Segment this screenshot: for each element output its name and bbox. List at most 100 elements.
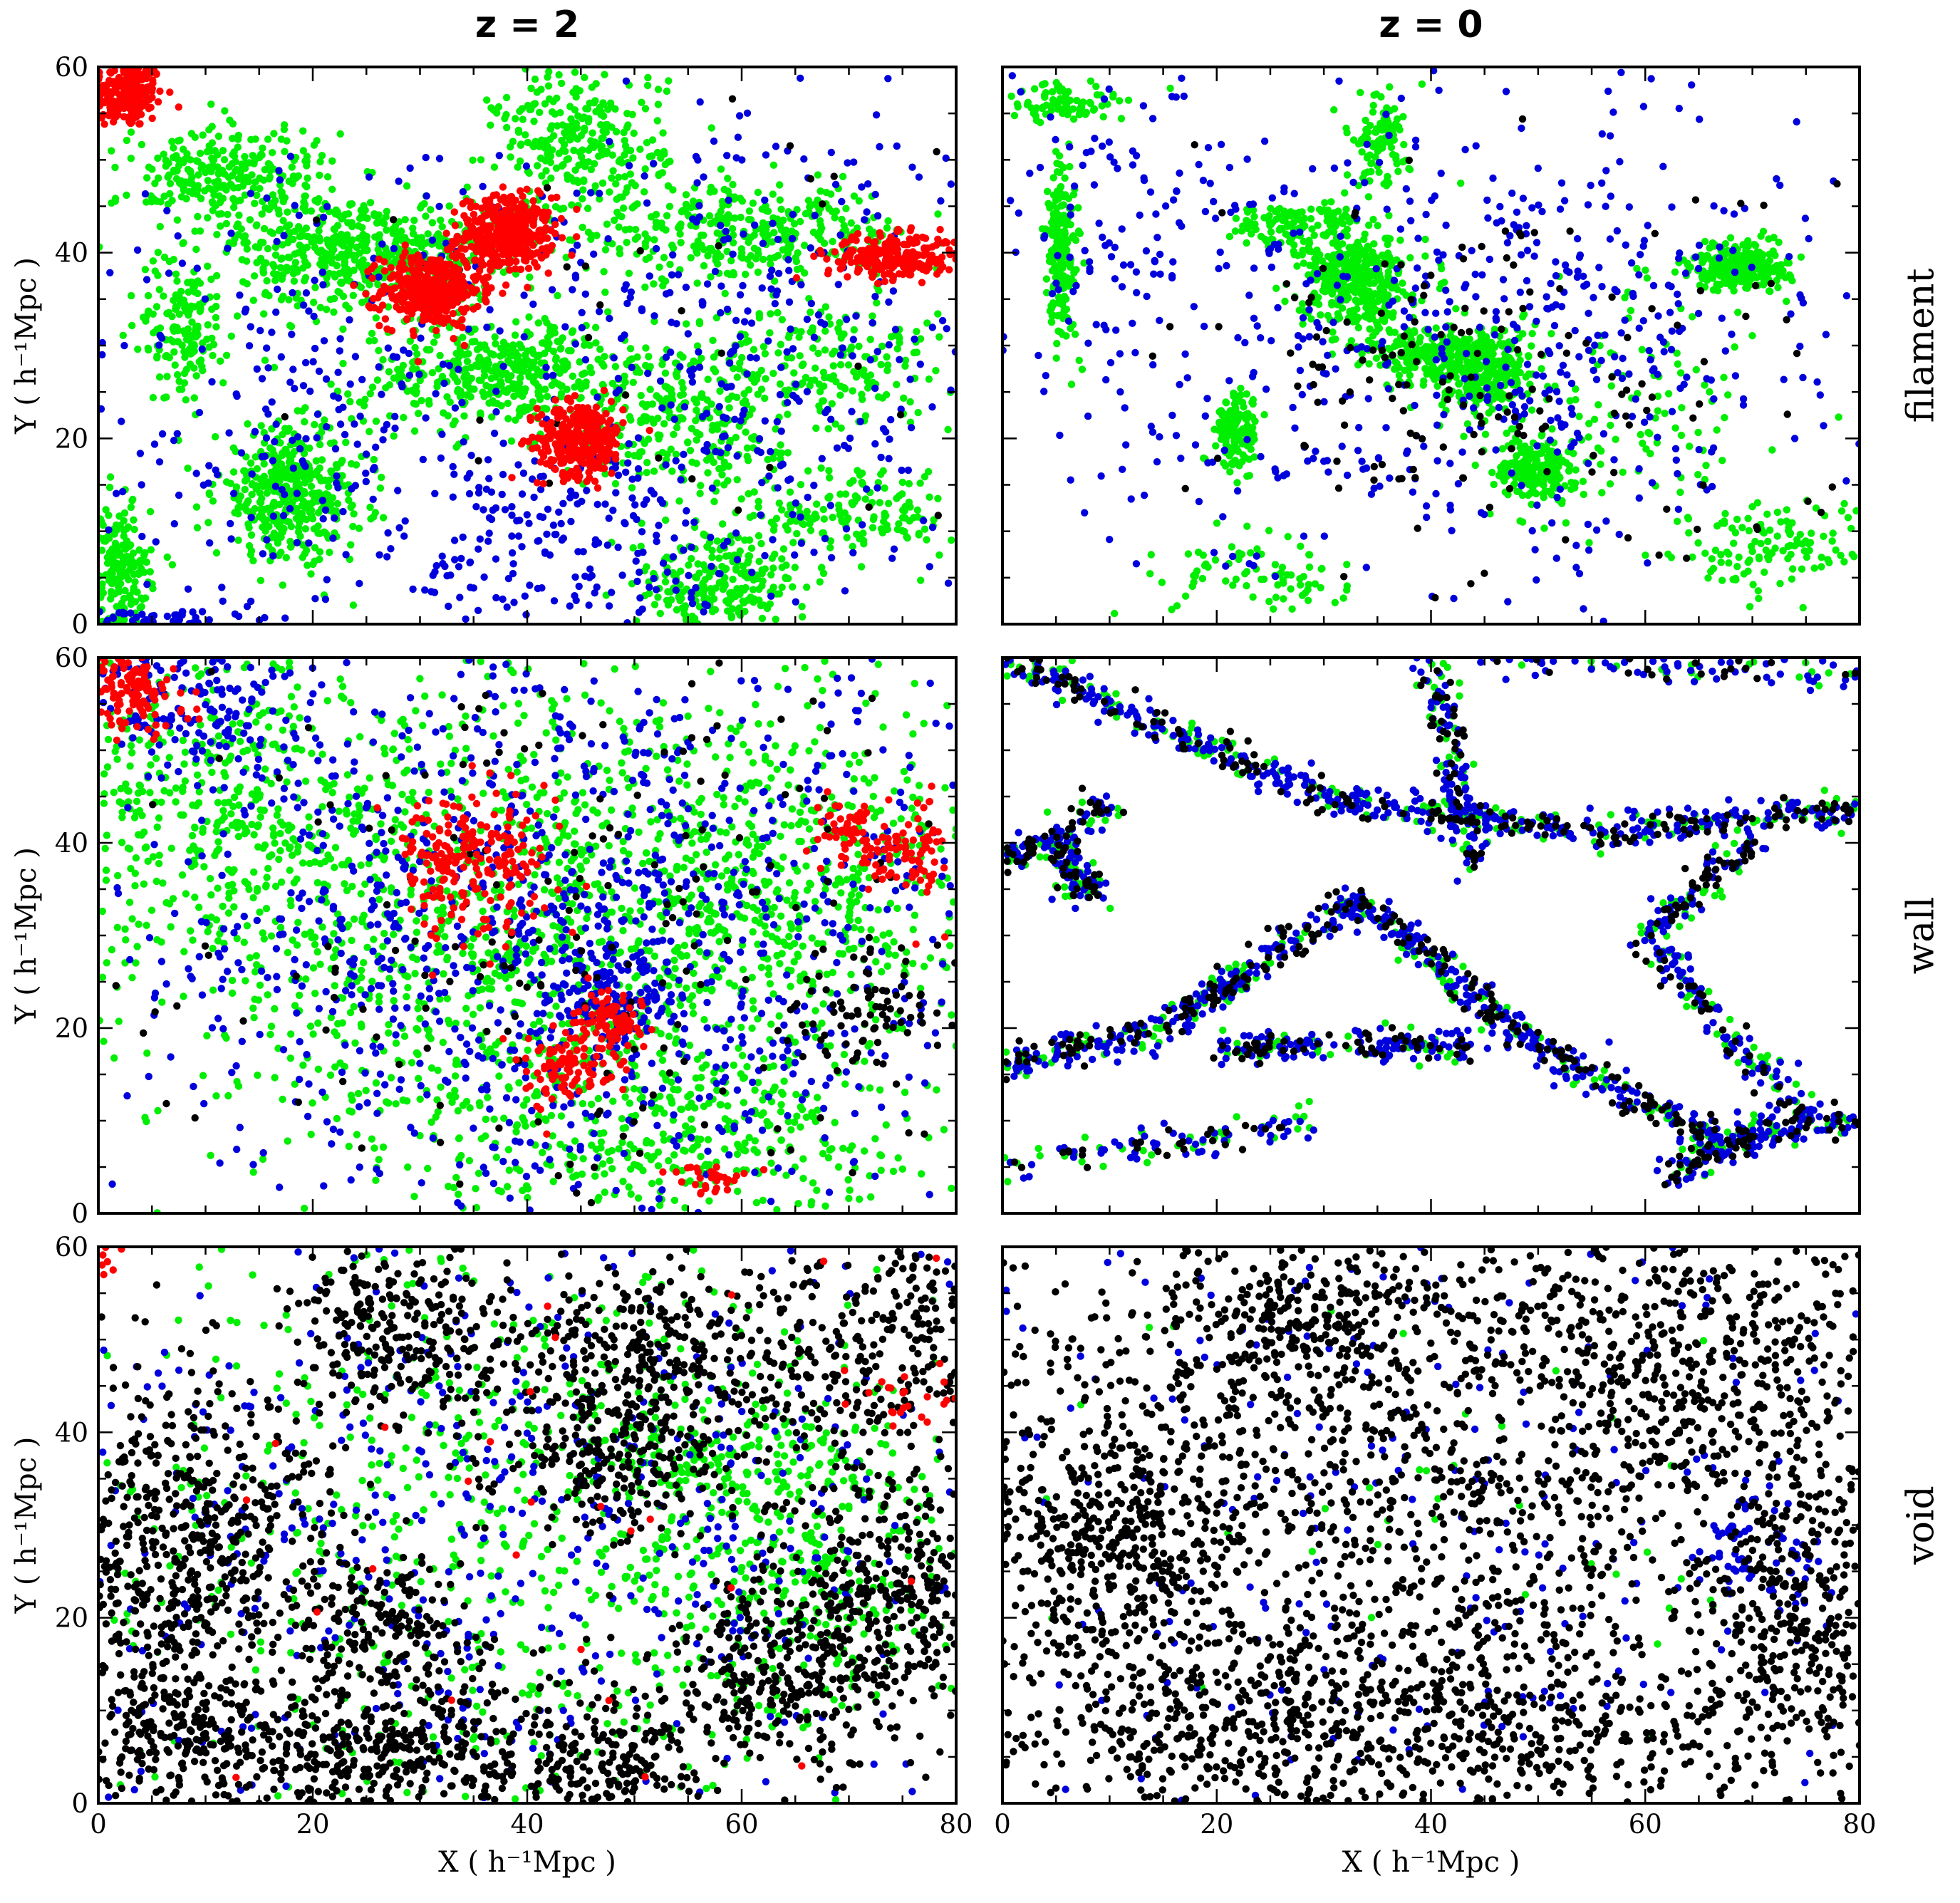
point-blue xyxy=(419,455,427,464)
point-blue xyxy=(263,344,271,352)
point-black xyxy=(734,506,742,514)
point-red xyxy=(99,98,107,105)
point-blue xyxy=(838,197,846,206)
point-red xyxy=(500,223,508,232)
point-green xyxy=(270,363,279,371)
point-green xyxy=(749,370,757,378)
point-blue xyxy=(462,615,470,623)
point-green xyxy=(176,179,184,187)
point-green xyxy=(145,291,152,300)
point-green xyxy=(727,612,735,620)
point-red xyxy=(460,256,468,264)
point-green xyxy=(529,350,538,358)
point-green xyxy=(108,147,115,155)
point-green xyxy=(175,378,183,385)
point-green xyxy=(288,163,296,171)
point-green xyxy=(730,364,737,373)
point-blue xyxy=(603,541,611,549)
point-green xyxy=(659,129,667,137)
point-green xyxy=(653,117,661,125)
point-green xyxy=(187,302,195,310)
point-blue xyxy=(810,482,818,489)
point-blue xyxy=(877,453,885,462)
point-blue xyxy=(421,586,429,594)
point-red xyxy=(573,233,581,241)
point-green xyxy=(301,207,310,215)
point-green xyxy=(559,146,567,154)
point-green xyxy=(693,574,700,582)
point-green xyxy=(551,329,559,337)
point-green xyxy=(375,249,383,258)
point-blue xyxy=(896,356,903,363)
point-blue xyxy=(247,514,255,522)
point-green xyxy=(923,319,931,327)
point-blue xyxy=(849,352,856,360)
point-green xyxy=(297,232,306,240)
point-green xyxy=(836,391,844,399)
point-blue xyxy=(731,415,739,423)
point-green xyxy=(325,482,333,491)
point-blue xyxy=(311,595,319,603)
point-green xyxy=(516,108,524,115)
point-black xyxy=(819,200,826,208)
point-blue xyxy=(757,511,764,519)
point-black xyxy=(933,147,940,156)
point-blue xyxy=(768,266,776,274)
point-green xyxy=(208,305,216,313)
point-green xyxy=(264,244,272,253)
point-blue xyxy=(342,551,350,559)
point-green xyxy=(670,430,678,438)
point-green xyxy=(445,202,453,210)
point-green xyxy=(769,369,777,378)
point-blue xyxy=(884,75,892,83)
point-green xyxy=(776,181,784,189)
point-green xyxy=(453,378,462,385)
point-green xyxy=(824,425,832,432)
point-green xyxy=(898,478,907,487)
point-blue xyxy=(136,450,145,457)
point-red xyxy=(514,226,522,234)
point-green xyxy=(724,477,732,484)
point-green xyxy=(571,68,579,76)
point-green xyxy=(776,380,784,388)
point-green xyxy=(228,160,237,167)
point-blue xyxy=(504,574,513,583)
point-green xyxy=(130,516,138,524)
point-green xyxy=(860,536,868,545)
point-green xyxy=(790,220,799,228)
point-blue xyxy=(474,606,482,614)
point-blue xyxy=(219,597,227,605)
point-blue xyxy=(609,507,617,514)
point-green xyxy=(187,156,195,164)
point-blue xyxy=(518,543,526,551)
point-green xyxy=(819,505,828,514)
point-green xyxy=(270,529,278,537)
point-green xyxy=(302,224,310,232)
point-blue xyxy=(269,512,278,520)
point-blue xyxy=(944,579,953,587)
point-green xyxy=(331,273,339,281)
point-blue xyxy=(248,470,256,478)
point-green xyxy=(378,473,385,482)
point-green xyxy=(269,229,277,237)
point-green xyxy=(710,497,718,506)
point-green xyxy=(900,394,908,402)
point-green xyxy=(438,223,446,231)
point-green xyxy=(385,381,394,389)
point-green xyxy=(725,211,732,219)
point-blue xyxy=(302,289,311,297)
point-blue xyxy=(263,536,271,544)
point-green xyxy=(263,489,271,497)
point-green xyxy=(585,115,593,123)
point-blue xyxy=(208,378,216,386)
point-blue xyxy=(743,109,752,117)
point-green xyxy=(229,135,237,142)
point-green xyxy=(265,175,274,183)
point-blue xyxy=(581,572,589,580)
point-green xyxy=(638,98,645,106)
point-green xyxy=(298,509,306,518)
point-blue xyxy=(622,468,630,476)
point-blue xyxy=(435,202,443,210)
point-green xyxy=(545,95,554,103)
point-green xyxy=(621,372,628,380)
